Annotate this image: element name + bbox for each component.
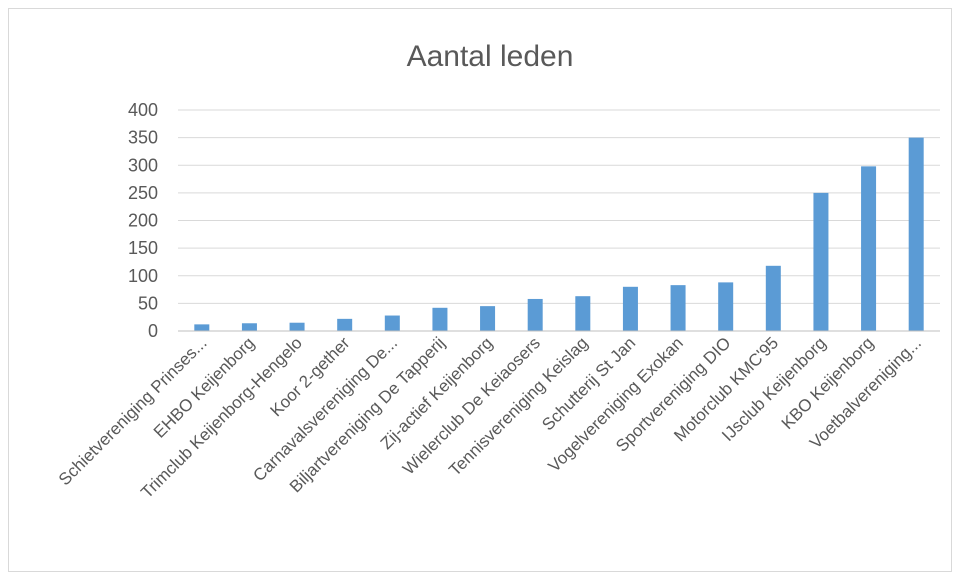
bar	[480, 306, 496, 331]
bar	[622, 286, 638, 331]
bar	[575, 296, 591, 331]
y-tick-label: 100	[128, 266, 158, 286]
bar	[813, 192, 829, 331]
y-tick-label: 250	[128, 183, 158, 203]
y-tick-label: 400	[128, 100, 158, 120]
y-tick-label: 150	[128, 238, 158, 258]
bar	[241, 323, 257, 331]
y-tick-label: 0	[148, 321, 158, 341]
y-tick-label: 50	[138, 293, 158, 313]
bars	[194, 137, 924, 331]
gridlines	[178, 109, 940, 304]
y-axis-tick-labels: 0 50 100 150 200 250 300 350 400	[128, 100, 158, 341]
y-tick-label: 200	[128, 211, 158, 231]
bar	[194, 324, 210, 331]
y-tick-label: 300	[128, 155, 158, 175]
bar	[765, 265, 781, 331]
bar	[432, 307, 448, 331]
bar	[861, 166, 877, 331]
chart-title: Aantal leden	[407, 40, 574, 73]
bar	[289, 322, 305, 331]
x-axis-category-labels: Schietvereniging Prinses...EHBO Keijenbo…	[55, 333, 925, 502]
bar	[527, 298, 543, 331]
bar	[384, 315, 400, 331]
chart-area	[8, 8, 952, 572]
bar	[908, 137, 924, 331]
bar	[670, 285, 686, 331]
y-tick-label: 350	[128, 128, 158, 148]
bar	[337, 318, 353, 331]
bar	[718, 282, 734, 331]
